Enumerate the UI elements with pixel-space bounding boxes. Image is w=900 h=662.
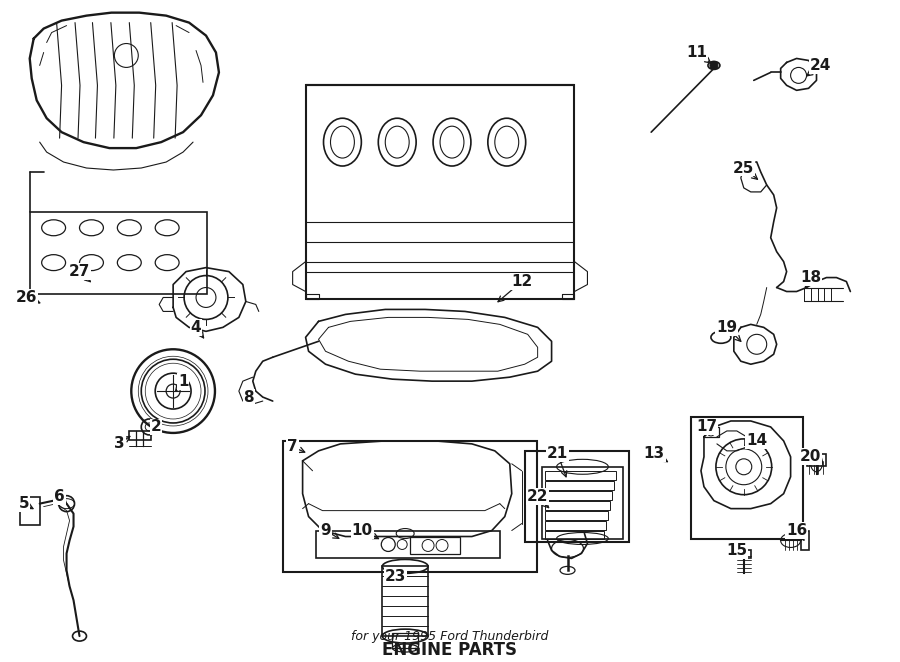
Bar: [20, 496, 40, 524]
Text: 26: 26: [16, 290, 38, 305]
Text: 9: 9: [320, 523, 331, 538]
Bar: [525, 451, 629, 542]
Text: for your 1995 Ford Thunderbird: for your 1995 Ford Thunderbird: [351, 630, 549, 643]
Bar: [801, 530, 808, 550]
Bar: [544, 491, 612, 500]
Text: ENGINE PARTS: ENGINE PARTS: [382, 641, 518, 659]
Bar: [382, 567, 428, 636]
Text: 15: 15: [726, 543, 747, 558]
Bar: [410, 536, 460, 555]
Bar: [544, 481, 615, 490]
Bar: [544, 510, 608, 520]
Text: 25: 25: [734, 160, 754, 175]
Text: 11: 11: [687, 45, 707, 60]
Bar: [544, 471, 616, 480]
Text: 8: 8: [244, 389, 254, 404]
Bar: [691, 417, 803, 538]
Text: 3: 3: [114, 436, 125, 451]
Text: 22: 22: [526, 489, 548, 504]
Bar: [316, 530, 500, 559]
Text: 20: 20: [800, 449, 821, 464]
Bar: [806, 454, 826, 466]
Text: 14: 14: [746, 434, 768, 448]
Bar: [130, 431, 151, 440]
Text: 24: 24: [810, 58, 832, 73]
Text: 5: 5: [18, 496, 29, 511]
Bar: [544, 530, 605, 540]
Text: 10: 10: [352, 523, 373, 538]
Bar: [704, 427, 719, 437]
Text: 17: 17: [697, 420, 717, 434]
Bar: [392, 633, 418, 648]
Bar: [306, 85, 574, 299]
Text: 23: 23: [384, 569, 406, 584]
Text: 19: 19: [716, 320, 737, 335]
Text: 27: 27: [68, 264, 90, 279]
Text: 6: 6: [54, 489, 65, 504]
Text: 12: 12: [511, 274, 532, 289]
Text: 13: 13: [644, 446, 665, 461]
Text: 18: 18: [800, 270, 821, 285]
Bar: [737, 550, 751, 559]
Text: 16: 16: [786, 523, 807, 538]
Text: 7: 7: [287, 440, 298, 454]
Text: 1: 1: [178, 373, 188, 389]
Text: 2: 2: [151, 420, 162, 434]
Bar: [30, 212, 207, 293]
Bar: [544, 520, 607, 530]
Bar: [283, 441, 536, 573]
Circle shape: [710, 62, 718, 70]
Bar: [544, 500, 610, 510]
Bar: [542, 467, 624, 538]
Text: 21: 21: [547, 446, 568, 461]
Text: 4: 4: [191, 320, 202, 335]
